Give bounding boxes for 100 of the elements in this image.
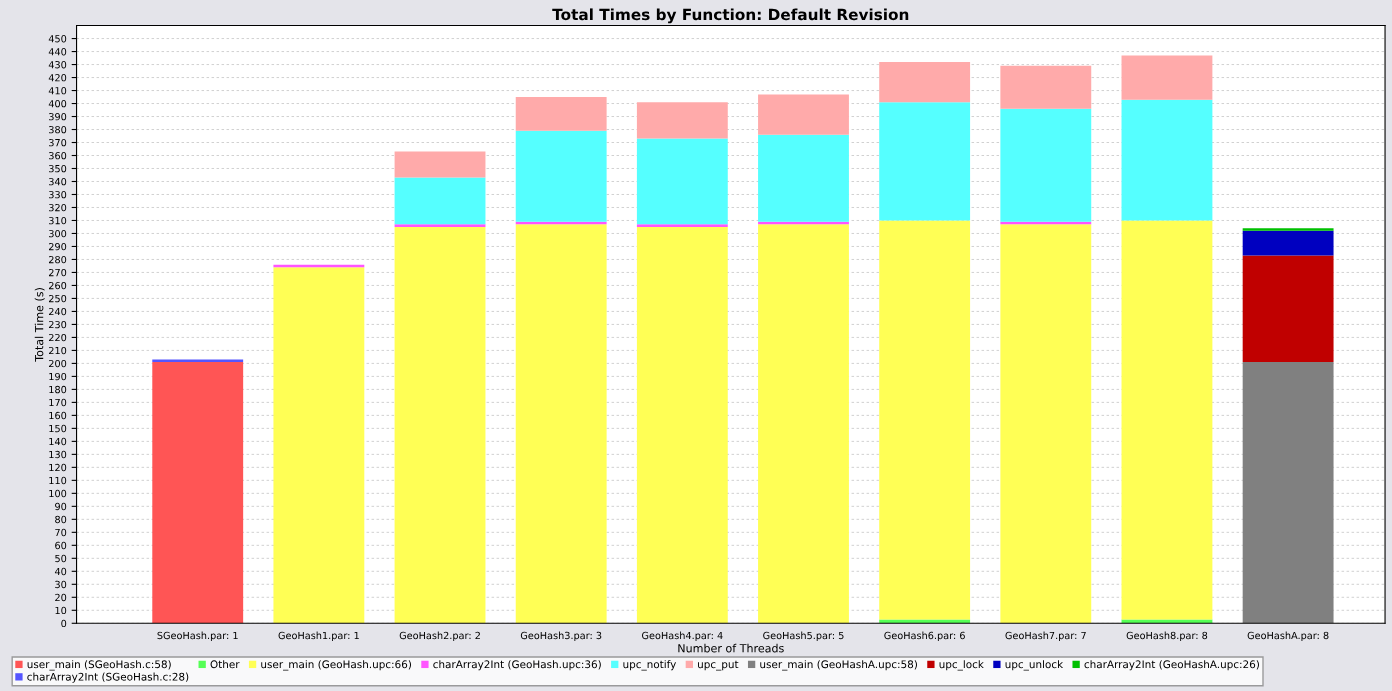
- bar: [879, 102, 971, 221]
- bar: [394, 226, 486, 624]
- y-tick-label: 30: [55, 580, 67, 589]
- bar: [1000, 224, 1092, 624]
- legend-label: Other: [210, 660, 240, 669]
- y-tick-label: 360: [49, 151, 67, 160]
- bar: [515, 224, 607, 624]
- y-tick-label: 190: [49, 372, 67, 381]
- y-tick-label: 170: [49, 398, 67, 407]
- x-tick-label: GeoHash2.par: 2: [399, 631, 480, 642]
- bar: [1121, 619, 1213, 624]
- bar: [1000, 65, 1092, 109]
- y-tick-label: 150: [49, 424, 67, 433]
- x-tick-label: GeoHash4.par: 4: [642, 631, 723, 642]
- bar: [879, 220, 971, 620]
- y-tick-label: 420: [48, 74, 67, 82]
- y-tick-label: 110: [49, 476, 67, 485]
- bar: [515, 130, 607, 222]
- y-tick-label: 350: [49, 164, 67, 173]
- bar: [1242, 228, 1334, 231]
- x-tick-label: GeoHash7.par: 7: [1005, 631, 1086, 642]
- legend-label: upc_notify: [623, 660, 676, 671]
- y-tick-label: 410: [48, 87, 67, 95]
- y-tick-label: 230: [48, 320, 67, 329]
- bar: [1121, 99, 1213, 221]
- bar: [1242, 362, 1334, 624]
- bar: [879, 61, 971, 103]
- bar: [879, 619, 971, 624]
- legend-label: charArray2Int (SGeoHash.c:28): [27, 672, 189, 683]
- y-tick-label: 130: [49, 450, 67, 459]
- y-tick-label: 20: [55, 593, 67, 602]
- y-tick-label: 70: [55, 528, 67, 537]
- bar: [1242, 230, 1334, 256]
- y-tick-label: 160: [49, 411, 67, 420]
- y-tick-label: 0: [61, 619, 67, 628]
- bar: [273, 267, 365, 624]
- y-tick-label: 140: [49, 437, 67, 446]
- bar: [636, 226, 728, 624]
- bar: [1121, 220, 1213, 620]
- legend-label: upc_put: [698, 660, 739, 671]
- x-axis-title: Number of Threads: [678, 643, 784, 653]
- legend-label: charArray2Int (GeoHashA.upc:26): [1084, 660, 1259, 671]
- x-tick-label: GeoHash5.par: 5: [763, 631, 844, 642]
- y-tick-label: 240: [48, 307, 67, 316]
- bar: [1242, 255, 1334, 363]
- legend-label: upc_lock: [939, 660, 984, 671]
- y-tick-label: 440: [48, 48, 67, 56]
- bar: [515, 97, 607, 131]
- y-tick-label: 220: [48, 333, 67, 342]
- y-tick-label: 90: [55, 502, 67, 511]
- legend-label: user_main (GeoHashA.upc:58): [760, 660, 917, 671]
- bar: [636, 102, 728, 139]
- bar: [394, 151, 486, 178]
- y-tick-label: 250: [48, 294, 67, 303]
- y-axis-title: Total Time (s): [34, 288, 45, 362]
- y-tick-label: 380: [49, 126, 67, 134]
- y-tick-label: 450: [48, 35, 67, 43]
- y-tick-label: 60: [55, 541, 67, 550]
- bar: [758, 224, 849, 624]
- y-tick-label: 270: [48, 268, 67, 277]
- bar: [1000, 108, 1092, 222]
- y-tick-label: 100: [49, 489, 67, 498]
- bar: [636, 138, 728, 225]
- x-tick-label: GeoHash1.par: 1: [278, 631, 359, 642]
- y-tick-label: 10: [55, 606, 67, 615]
- x-tick-label: GeoHash8.par: 8: [1126, 631, 1208, 642]
- chart-title: Total Times by Function: Default Revision: [552, 8, 909, 24]
- y-tick-label: 340: [49, 177, 67, 186]
- y-tick-label: 310: [49, 216, 67, 225]
- legend-label: charArray2Int (GeoHash.upc:36): [433, 660, 601, 671]
- y-tick-label: 330: [49, 190, 67, 199]
- y-tick-label: 80: [55, 515, 67, 524]
- y-tick-label: 200: [48, 359, 67, 368]
- y-tick-label: 260: [48, 281, 67, 290]
- y-tick-label: 400: [48, 100, 67, 108]
- x-tick-label: GeoHash3.par: 3: [520, 631, 602, 642]
- y-tick-label: 120: [49, 463, 67, 472]
- y-tick-label: 320: [49, 203, 67, 212]
- bar: [758, 134, 849, 222]
- y-tick-label: 180: [49, 385, 67, 394]
- x-tick-label: GeoHashA.par: 8: [1247, 631, 1329, 642]
- y-tick-label: 210: [48, 346, 67, 355]
- y-tick-label: 290: [48, 242, 67, 251]
- legend-label: user_main (GeoHash.upc:66): [261, 660, 411, 671]
- bar: [152, 362, 244, 624]
- x-tick-label: GeoHash6.par: 6: [884, 631, 965, 642]
- bar: [394, 224, 486, 227]
- bar: [1121, 55, 1213, 100]
- bar: [636, 224, 728, 227]
- y-tick-label: 50: [55, 554, 67, 563]
- x-tick-label: SGeoHash.par: 1: [157, 631, 238, 642]
- bar: [758, 94, 849, 135]
- y-tick-label: 40: [54, 567, 67, 576]
- y-tick-label: 300: [49, 229, 67, 238]
- bar: [394, 177, 486, 225]
- y-tick-label: 390: [49, 113, 67, 121]
- legend-label: upc_unlock: [1005, 660, 1064, 671]
- y-tick-label: 280: [48, 255, 67, 264]
- legend-label: user_main (SGeoHash.c:58): [27, 660, 171, 671]
- y-tick-label: 370: [49, 138, 67, 147]
